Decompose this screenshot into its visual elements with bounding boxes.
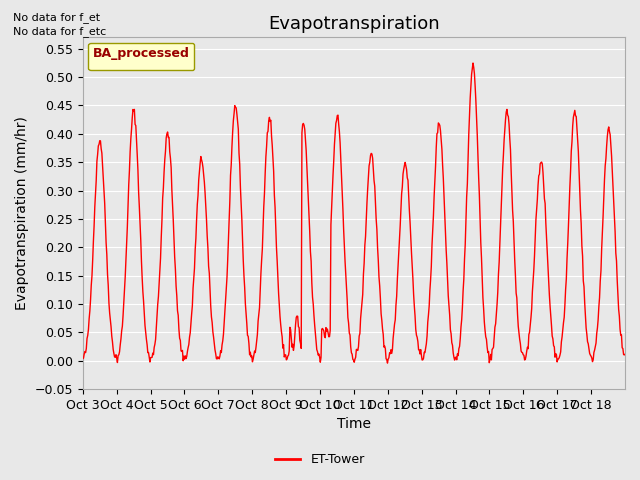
Y-axis label: Evapotranspiration (mm/hr): Evapotranspiration (mm/hr) bbox=[15, 116, 29, 310]
Legend:  bbox=[88, 43, 194, 71]
X-axis label: Time: Time bbox=[337, 418, 371, 432]
Text: No data for f_et: No data for f_et bbox=[13, 12, 100, 23]
Text: No data for f_etc: No data for f_etc bbox=[13, 26, 106, 37]
Legend: ET-Tower: ET-Tower bbox=[270, 448, 370, 471]
Title: Evapotranspiration: Evapotranspiration bbox=[268, 15, 440, 33]
